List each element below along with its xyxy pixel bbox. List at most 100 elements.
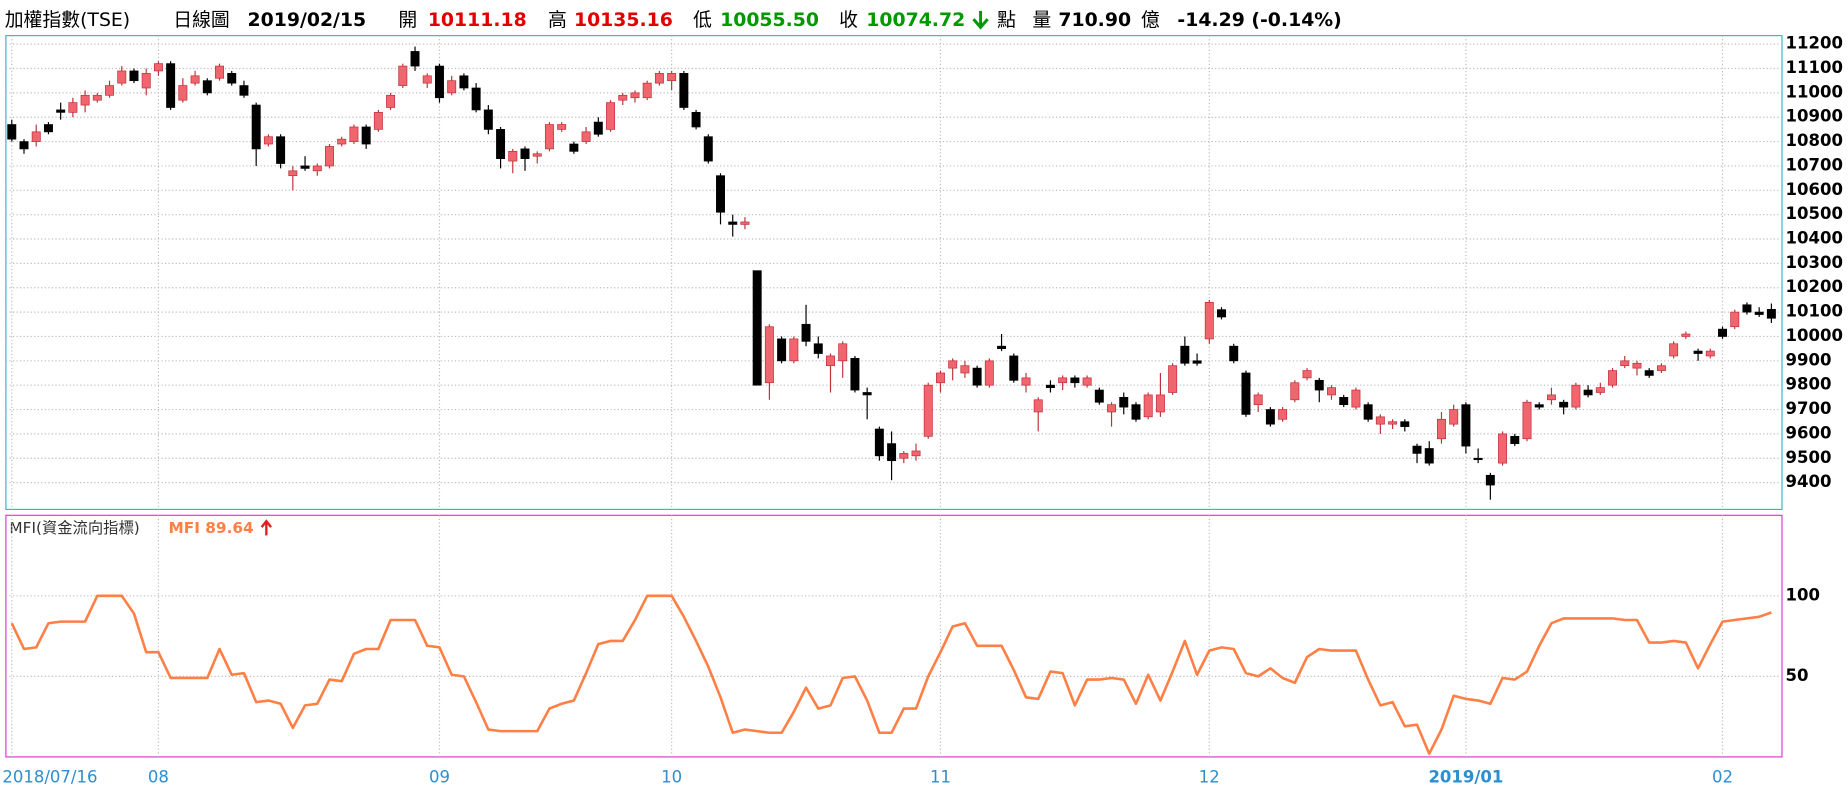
candle-body: [398, 65, 408, 86]
candle-body: [581, 131, 591, 142]
candle-body: [68, 102, 78, 113]
y-tick-label: 100: [1786, 585, 1820, 604]
candle-body: [1766, 309, 1776, 319]
y-tick-label: 10500: [1786, 204, 1843, 223]
period: 日線圖: [173, 9, 230, 31]
candle-body: [1754, 311, 1764, 315]
candle-body: [557, 124, 567, 130]
mfi-line: [10, 594, 1772, 755]
candle-body: [483, 109, 493, 130]
candle-body: [1498, 433, 1508, 464]
candle-body: [642, 82, 652, 99]
candle-body: [508, 150, 518, 162]
candle-body: [887, 443, 897, 462]
candle-body: [1400, 421, 1410, 427]
candle-body: [288, 170, 298, 177]
candle-body: [1510, 435, 1520, 444]
candle-body: [1314, 379, 1324, 391]
candle-body: [826, 355, 835, 367]
candle-body: [1180, 345, 1190, 364]
candle-body: [1363, 404, 1373, 420]
candle-body: [471, 87, 481, 111]
y-tick-label: 10300: [1786, 253, 1843, 272]
candle-body: [31, 131, 41, 142]
candle-body: [1534, 404, 1544, 408]
candle-body: [1119, 397, 1129, 408]
candle-body: [1656, 365, 1666, 371]
y-tick-label: 9900: [1786, 350, 1832, 369]
candle-body: [1424, 448, 1434, 464]
candle-body: [532, 153, 542, 157]
candle-body: [7, 124, 17, 140]
index-name: 加權指數(TSE): [5, 9, 130, 31]
candle-body: [606, 102, 616, 130]
candle-body: [520, 148, 530, 159]
candle-body: [166, 63, 176, 108]
candle-body: [862, 392, 872, 396]
candle-body: [373, 112, 383, 130]
candle-body: [178, 85, 188, 101]
candle-body: [1009, 355, 1019, 381]
candle-body: [361, 126, 371, 145]
candle-body: [1608, 370, 1618, 386]
candle-body: [105, 85, 115, 96]
y-tick-label: 9500: [1786, 448, 1832, 467]
candle-body: [1473, 457, 1483, 461]
candle-body: [1546, 394, 1556, 401]
candle-body: [117, 70, 127, 84]
candle-body: [92, 94, 102, 101]
high-value: 10135.16: [574, 10, 673, 31]
y-tick-label: 10100: [1786, 302, 1843, 321]
candle-body: [1217, 309, 1226, 318]
candle-body: [1033, 399, 1043, 413]
candle-body: [215, 65, 224, 79]
candle-body: [667, 73, 677, 82]
candle-body: [1705, 350, 1715, 357]
x-tick-label: 08: [148, 768, 169, 787]
candle-body: [1192, 360, 1202, 364]
candle-body: [1620, 360, 1630, 367]
low-label: 低: [693, 9, 712, 31]
candle-body: [80, 94, 90, 106]
candle-body: [56, 109, 66, 113]
candle-body: [728, 221, 738, 225]
candle-body: [593, 121, 603, 135]
candle-body: [618, 94, 628, 101]
candle-body: [1718, 328, 1727, 337]
close-value: 10074.72: [866, 10, 965, 31]
x-tick-label: 12: [1199, 768, 1220, 787]
change: -14.29 (-0.14%): [1177, 10, 1341, 31]
candle-body: [422, 75, 432, 84]
candle-body: [1278, 409, 1288, 420]
candle-body: [1571, 384, 1581, 408]
candle-body: [1681, 333, 1691, 337]
candle-body: [1290, 382, 1300, 401]
candle-body: [434, 65, 444, 99]
y-tick-label: 10000: [1786, 326, 1843, 345]
candle-body: [312, 165, 322, 172]
candle-body: [984, 360, 994, 386]
candle-body: [19, 141, 29, 150]
candle-body: [569, 143, 579, 152]
candle-body: [227, 73, 237, 84]
candle-body: [703, 136, 713, 162]
volume-value: 710.90: [1058, 10, 1131, 31]
candle-body: [459, 75, 469, 89]
candle-body: [1485, 474, 1495, 486]
candle-body: [1241, 372, 1251, 415]
candle-body: [679, 73, 689, 108]
price-panel: [5, 35, 1783, 510]
mfi-title: MFI(資金流向指標): [9, 519, 139, 537]
volume-unit: 億: [1141, 9, 1160, 31]
candle-body: [325, 146, 334, 167]
candle-body: [386, 94, 396, 108]
candle-body: [1021, 377, 1031, 386]
candle-body: [691, 112, 701, 128]
candle-body: [1351, 389, 1361, 408]
candle-body: [850, 358, 860, 391]
candle-body: [935, 372, 945, 384]
candle-body: [190, 75, 200, 84]
candle-body: [1302, 370, 1312, 379]
candle-body: [899, 453, 909, 459]
